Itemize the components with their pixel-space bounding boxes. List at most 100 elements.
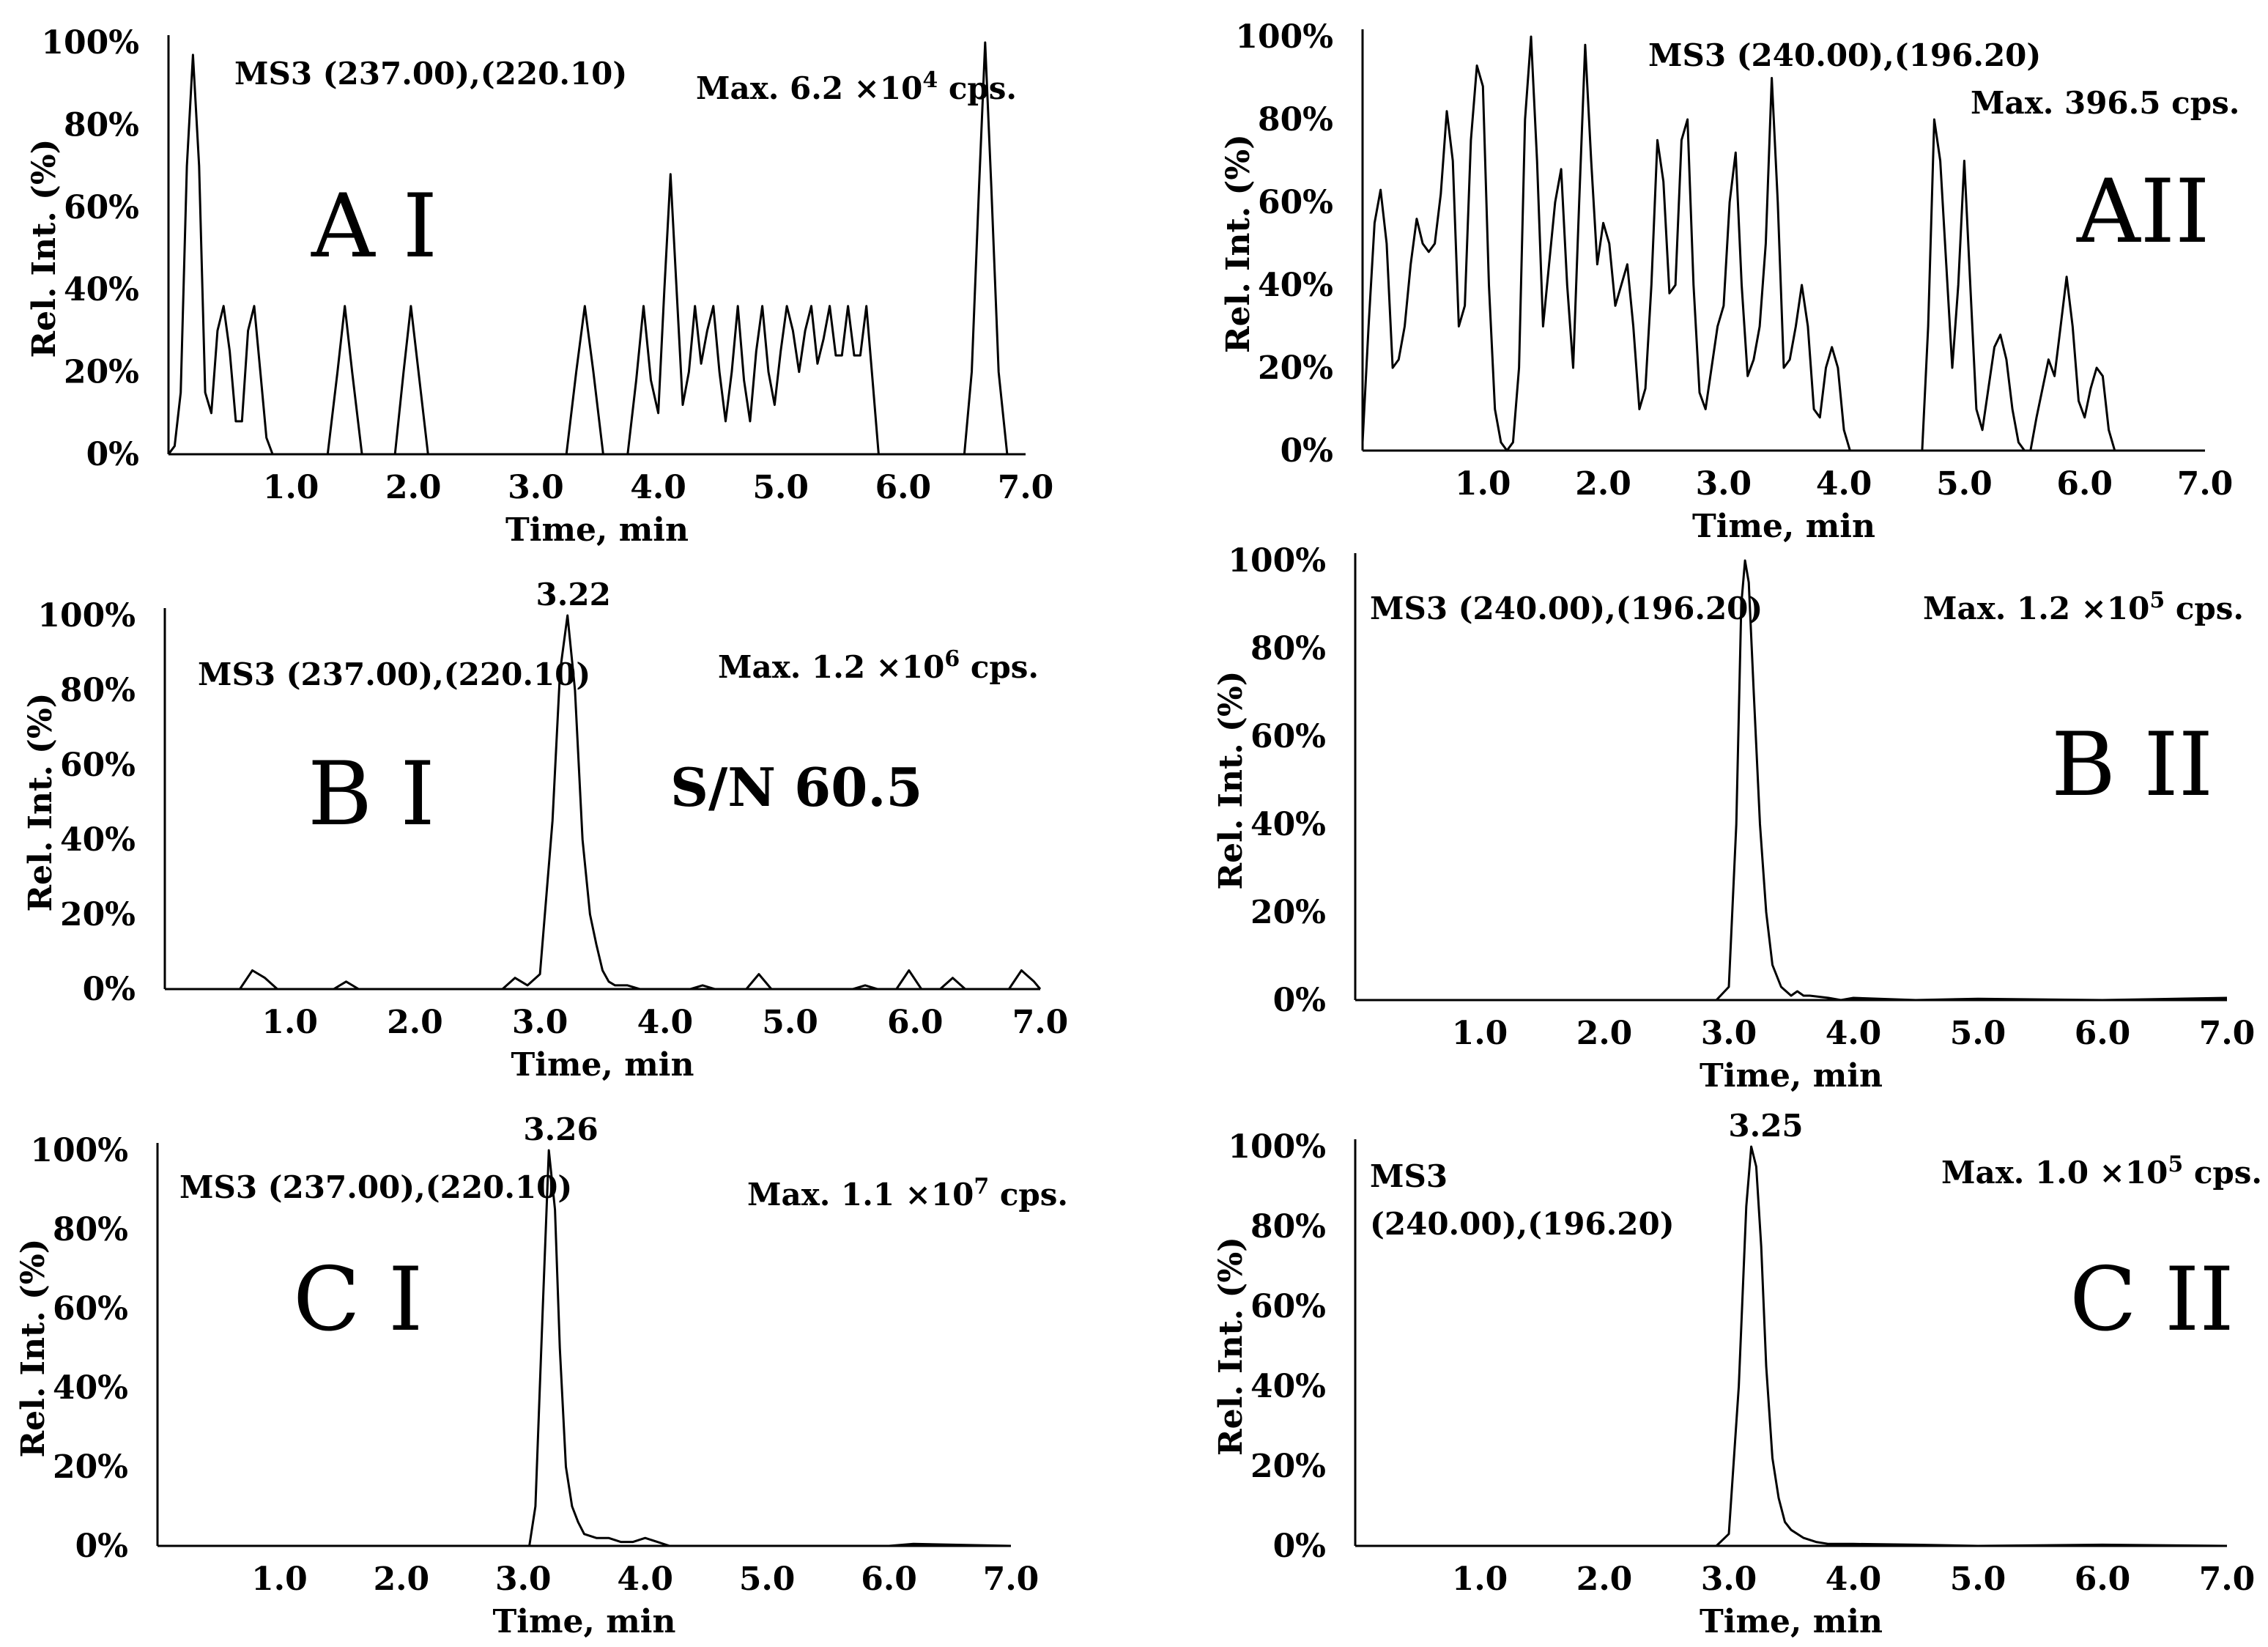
y-tick-label: 0% xyxy=(75,1528,128,1565)
y-tick-label: 100% xyxy=(1228,542,1326,580)
max-intensity-exponent: 4 xyxy=(922,67,938,93)
x-tick-label: 3.0 xyxy=(495,1561,552,1598)
max-intensity-prefix: Max. 1.2 ×10 xyxy=(718,649,944,685)
x-tick-label: 7.0 xyxy=(2199,1561,2256,1598)
y-axis-label: Rel. Int. (%) xyxy=(15,1239,52,1458)
x-tick-label: 3.0 xyxy=(1696,465,1752,503)
x-tick-label: 6.0 xyxy=(2075,1561,2131,1598)
transition-label: MS3 xyxy=(1370,1158,1448,1194)
y-tick-label: 20% xyxy=(1258,349,1333,387)
y-tick-label: 40% xyxy=(53,1369,128,1407)
x-tick-label: 5.0 xyxy=(1950,1561,2006,1598)
y-tick-label: 80% xyxy=(1250,1208,1326,1246)
y-tick-label: 40% xyxy=(60,821,136,859)
panel-label: AII xyxy=(2076,161,2209,263)
y-tick-label: 60% xyxy=(53,1290,128,1328)
y-tick-label: 40% xyxy=(1250,1368,1326,1405)
x-tick-label: 2.0 xyxy=(387,1004,443,1041)
chart-panel-2: 0% 20% 40% 60% 80% 100% 1.0 2.0 3.0 4.0 5.0 6.0 7.0 T… xyxy=(1220,18,2239,545)
x-tick-label: 7.0 xyxy=(2199,1015,2256,1052)
x-tick-label: 6.0 xyxy=(2075,1015,2131,1052)
y-tick-label: 0% xyxy=(83,971,136,1008)
max-intensity-prefix: Max. 1.2 ×10 xyxy=(1923,591,2149,626)
x-tick-label: 2.0 xyxy=(385,469,442,506)
y-tick-label: 40% xyxy=(64,271,139,308)
x-axis-label: Time, min xyxy=(1700,1057,1883,1095)
y-tick-label: 80% xyxy=(1250,630,1326,667)
x-tick-label: 2.0 xyxy=(1575,465,1631,503)
y-tick-label: 20% xyxy=(1250,894,1326,931)
chromatogram-trace xyxy=(158,1149,1012,1547)
y-tick-label: 80% xyxy=(60,672,136,709)
x-tick-label: 6.0 xyxy=(875,469,932,506)
chromatogram-trace xyxy=(1355,1145,2228,1547)
x-tick-label: 7.0 xyxy=(983,1561,1040,1598)
x-tick-label: 4.0 xyxy=(630,469,686,506)
transition-label: MS3 (237.00),(220.10) xyxy=(198,656,590,692)
y-tick-label: 80% xyxy=(64,106,139,144)
x-tick-label: 7.0 xyxy=(1012,1004,1069,1041)
x-tick-label: 6.0 xyxy=(861,1561,917,1598)
x-axis-label: Time, min xyxy=(505,511,689,549)
x-tick-label: 3.0 xyxy=(1701,1015,1757,1052)
max-intensity-suffix: cps. xyxy=(938,70,1017,106)
y-tick-label: 100% xyxy=(41,24,139,62)
chromatogram-trace xyxy=(1361,35,2175,452)
max-intensity-prefix: Max. 1.1 ×10 xyxy=(747,1177,974,1213)
max-intensity-label: Max. 1.2 ×106 cps. xyxy=(718,646,1039,685)
x-tick-label: 1.0 xyxy=(1455,465,1511,503)
y-tick-label: 80% xyxy=(53,1211,128,1248)
y-axis-label: Rel. Int. (%) xyxy=(1212,1237,1250,1456)
max-intensity-exponent: 5 xyxy=(2149,588,2165,613)
x-tick-label: 3.0 xyxy=(508,469,564,506)
max-intensity-exponent: 7 xyxy=(974,1174,989,1199)
max-intensity-label: Max. 1.1 ×107 cps. xyxy=(747,1174,1068,1213)
max-intensity-suffix: cps. xyxy=(989,1177,1068,1213)
x-tick-label: 1.0 xyxy=(1452,1561,1508,1598)
max-intensity-label: Max. 1.2 ×105 cps. xyxy=(1923,588,2244,626)
x-tick-label: 2.0 xyxy=(1576,1015,1633,1052)
y-tick-label: 60% xyxy=(1250,718,1326,755)
x-tick-label: 2.0 xyxy=(374,1561,430,1598)
max-intensity-label: Max. 396.5 cps. xyxy=(1971,85,2239,121)
x-tick-label: 7.0 xyxy=(998,469,1054,506)
max-intensity-prefix: Max. 396.5 cps. xyxy=(1971,85,2239,121)
y-axis-label: Rel. Int. (%) xyxy=(22,693,59,912)
y-tick-label: 0% xyxy=(1281,432,1333,470)
x-tick-label: 1.0 xyxy=(262,1004,318,1041)
y-tick-label: 100% xyxy=(1228,1128,1326,1166)
max-intensity-exponent: 6 xyxy=(944,646,960,672)
y-tick-label: 100% xyxy=(1235,18,1333,56)
panel-label: C II xyxy=(2069,1249,2234,1351)
y-tick-label: 40% xyxy=(1250,806,1326,843)
x-tick-label: 1.0 xyxy=(1452,1015,1508,1052)
x-tick-label: 4.0 xyxy=(637,1004,694,1041)
y-tick-label: 0% xyxy=(1273,1528,1326,1565)
chromatogram-trace xyxy=(167,41,1009,456)
y-tick-label: 60% xyxy=(64,189,139,226)
x-axis-label: Time, min xyxy=(1692,508,1875,545)
y-axis-label: Rel. Int. (%) xyxy=(1212,671,1250,890)
transition-label: MS3 (240.00),(196.20) xyxy=(1370,591,1763,626)
transition-label: MS3 (237.00),(220.10) xyxy=(179,1169,572,1205)
x-tick-label: 6.0 xyxy=(887,1004,944,1041)
panel-label: C I xyxy=(293,1249,423,1351)
peak-retention-label: 3.25 xyxy=(1728,1108,1803,1144)
y-tick-label: 20% xyxy=(60,896,136,933)
max-intensity-prefix: Max. 1.0 ×10 xyxy=(1941,1155,2168,1191)
y-axis-label: Rel. Int. (%) xyxy=(26,139,63,358)
y-tick-label: 0% xyxy=(1273,982,1326,1019)
x-tick-label: 4.0 xyxy=(617,1561,673,1598)
y-tick-label: 40% xyxy=(1258,267,1333,304)
y-tick-label: 60% xyxy=(60,747,136,784)
transition-label: MS3 (237.00),(220.10) xyxy=(234,56,627,92)
y-axis-label: Rel. Int. (%) xyxy=(1220,134,1257,353)
chart-panel-3: 0% 20% 40% 60% 80% 100% 1.0 2.0 3.0 4.0 5.0 6.0 7.0 T… xyxy=(22,577,1068,1084)
x-axis-label: Time, min xyxy=(1700,1603,1883,1640)
x-tick-label: 3.0 xyxy=(1701,1561,1757,1598)
x-tick-label: 3.0 xyxy=(512,1004,568,1041)
x-tick-label: 7.0 xyxy=(2177,465,2234,503)
max-intensity-suffix: cps. xyxy=(2183,1155,2262,1191)
y-tick-label: 0% xyxy=(86,436,139,473)
